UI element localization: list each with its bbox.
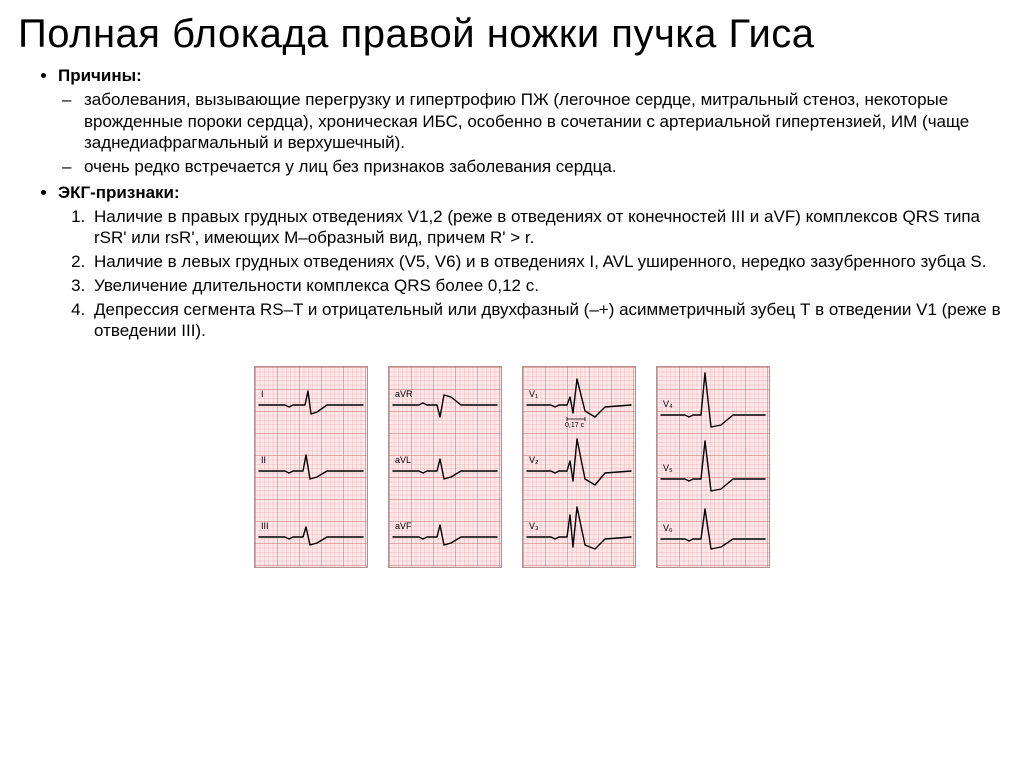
svg-text:V₄: V₄ xyxy=(663,399,673,409)
ecg-strip: aVR aVL aVF xyxy=(388,366,502,568)
ecg-strip: V₄ V₅ V₆ xyxy=(656,366,770,568)
svg-text:0,17 c: 0,17 c xyxy=(565,422,585,429)
ecg-sign-item: Увеличение длительности комплекса QRS бо… xyxy=(90,275,1006,297)
svg-text:aVL: aVL xyxy=(395,455,411,465)
ecg-strip: V₁ V₂ V₃ 0,17 c xyxy=(522,366,636,568)
svg-text:V₆: V₆ xyxy=(663,523,673,533)
causes-list: заболевания, вызывающие перегрузку и гип… xyxy=(58,89,1006,178)
cause-item: очень редко встречается у лиц без призна… xyxy=(84,156,1006,178)
ecg-signs-list: Наличие в правых грудных отведениях V1,2… xyxy=(58,206,1006,343)
svg-text:I: I xyxy=(261,389,264,399)
svg-text:V₂: V₂ xyxy=(529,455,539,465)
cause-item: заболевания, вызывающие перегрузку и гип… xyxy=(84,89,1006,154)
causes-section: Причины: заболевания, вызывающие перегру… xyxy=(58,65,1006,178)
svg-text:aVR: aVR xyxy=(395,389,413,399)
svg-text:V₃: V₃ xyxy=(529,521,539,531)
ecg-signs-section: ЭКГ-признаки: Наличие в правых грудных о… xyxy=(58,182,1006,342)
ecg-signs-header: ЭКГ-признаки: xyxy=(58,183,180,202)
ecg-strips-row: IIIIIIaVRaVLaVFV₁V₂V₃0,17 cV₄V₅V₆ xyxy=(18,366,1006,568)
ecg-sign-item: Депрессия сегмента RS–T и отрицательный … xyxy=(90,299,1006,343)
content-body: Причины: заболевания, вызывающие перегру… xyxy=(18,65,1006,342)
ecg-sign-item: Наличие в левых грудных отведениях (V5, … xyxy=(90,251,1006,273)
svg-text:II: II xyxy=(261,455,266,465)
svg-text:III: III xyxy=(261,521,269,531)
svg-text:aVF: aVF xyxy=(395,521,412,531)
top-list: Причины: заболевания, вызывающие перегру… xyxy=(18,65,1006,342)
page-title: Полная блокада правой ножки пучка Гиса xyxy=(18,12,1006,57)
ecg-strip: IIIIII xyxy=(254,366,368,568)
ecg-sign-item: Наличие в правых грудных отведениях V1,2… xyxy=(90,206,1006,250)
svg-text:V₁: V₁ xyxy=(529,389,538,399)
causes-header: Причины: xyxy=(58,66,142,85)
svg-text:V₅: V₅ xyxy=(663,463,673,473)
